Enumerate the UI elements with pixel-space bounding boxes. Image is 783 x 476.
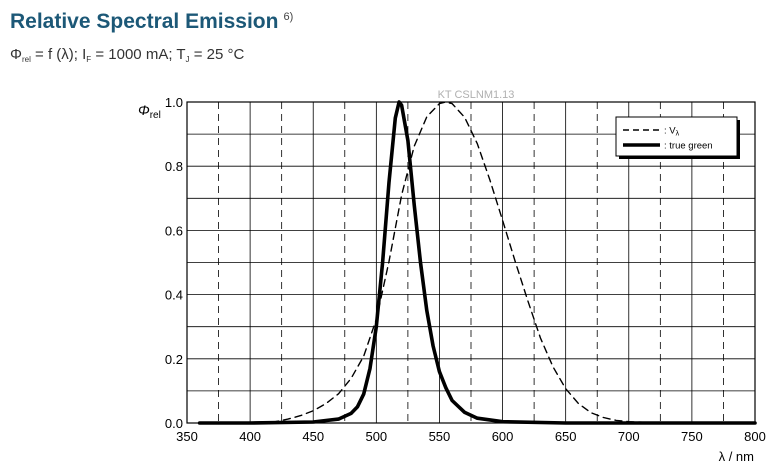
series-line-true-green [197,100,757,425]
x-tick-label: 650 [555,429,577,444]
cond-part2: = 1000 mA; T [91,46,186,63]
title-footnote: 6) [283,11,294,23]
y-tick-label: 0.6 [165,223,183,238]
legend-label: : Vλ [664,126,680,138]
cond-if-sub: F [86,55,92,64]
x-tick-label: 800 [744,429,766,444]
chart-conditions: Φrel = f (λ); IF = 1000 mA; TJ = 25 °C [10,46,244,64]
x-tick-label: 350 [176,429,198,444]
y-tick-label: 1.0 [165,95,183,110]
x-axis-label: λ / nm [719,449,754,464]
x-tick-label: 700 [618,429,640,444]
y-tick-label: 0.8 [165,159,183,174]
legend-label: : true green [664,141,713,152]
y-tick-label: 0.2 [165,352,183,367]
chart-watermark: KT CSLNM1.13 [438,89,515,101]
x-tick-label: 450 [302,429,324,444]
cond-phi-sub: rel [21,55,31,64]
cond-tj-sub: J [185,55,190,64]
x-tick-label: 500 [365,429,387,444]
series-line-v-lambda [198,101,756,424]
cond-part3: = 25 °C [189,46,245,63]
x-tick-label: 750 [681,429,703,444]
x-tick-label: 550 [429,429,451,444]
y-axis-label: Φrel [138,102,161,121]
chart-title-text: Relative Spectral Emission [10,10,279,33]
cond-phi: Φ [10,46,22,63]
legend-box [615,116,738,157]
plot-frame [186,101,756,424]
x-tick-label: 600 [492,429,514,444]
cond-part1: = f (λ); I [30,46,87,63]
y-tick-label: 0.4 [165,288,183,303]
chart-title: Relative Spectral Emission 6) [10,10,293,34]
y-tick-label: 0.0 [165,416,183,431]
x-tick-label: 400 [239,429,261,444]
